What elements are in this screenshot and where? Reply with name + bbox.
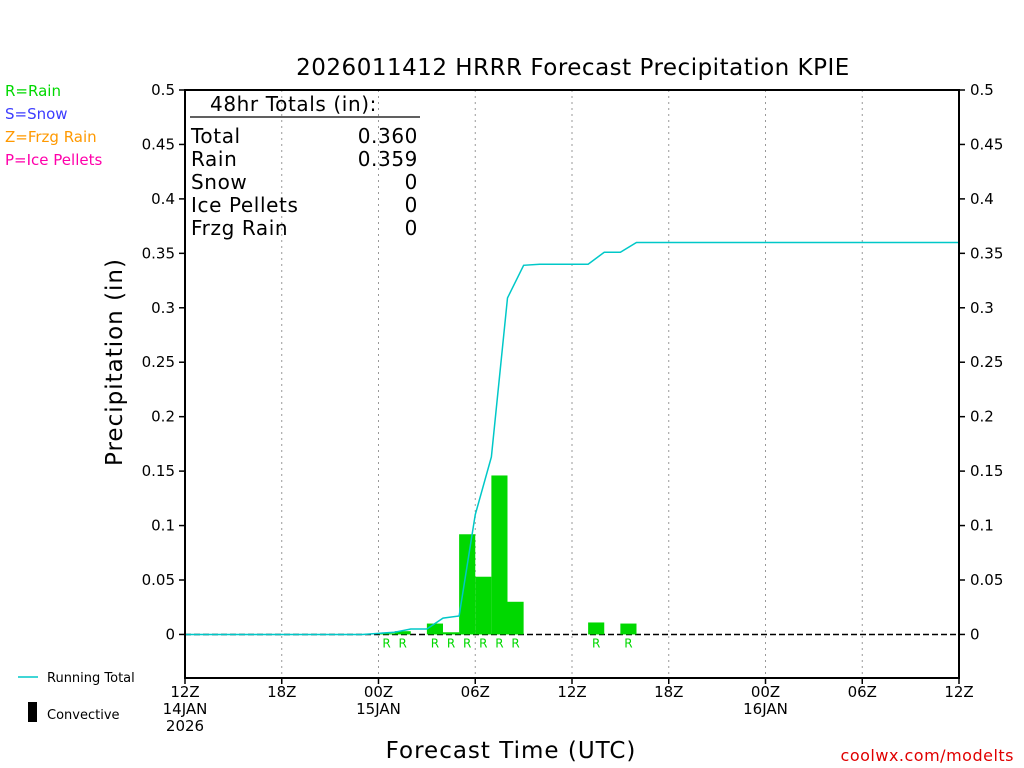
y-tick-label-right: 0.45 [970,135,1003,153]
precip-bar [459,534,476,635]
totals-row-label: Frzg Rain [191,216,288,240]
totals-row-value: 0.360 [358,124,418,148]
precip-bar [394,631,411,635]
y-tick-label-right: 0.15 [970,462,1003,480]
y-tick-label-right: 0.4 [970,190,994,208]
totals-row-label: Snow [191,170,247,194]
y-tick-label: 0.3 [151,299,175,317]
precip-type-legend-item: R=Rain [5,82,61,100]
totals-row-value: 0.359 [358,147,418,171]
totals-box: 48hr Totals (in): Total 0.360 Rain 0.359 Sno… [190,92,420,240]
precip-bar [620,623,637,635]
precip-type-label: R [495,636,503,650]
precip-type-legend-item: P=Ice Pellets [5,151,102,169]
precip-type-label: R [399,636,407,650]
precip-bar [507,601,524,635]
y-axis-left: 0 0.05 0.1 0.15 0.2 0.25 0.3 0.35 0.4 0.45 0.5 [142,81,185,643]
y-tick-label: 0.1 [151,517,175,535]
precip-type-legend: R=Rain S=Snow Z=Frzg Rain P=Ice Pellets [5,82,102,169]
precip-type-label: R [479,636,487,650]
x-tick-label: 00Z [364,683,393,701]
totals-row-label: Ice Pellets [191,193,299,217]
precip-type-label: R [382,636,390,650]
totals-header: 48hr Totals (in): [210,92,377,116]
totals-row-label: Total [190,124,241,148]
precip-bar [378,633,395,635]
y-tick-label: 0.35 [142,244,175,262]
precip-type-label: R [447,636,455,650]
running-total-legend-label: Running Total [47,671,135,686]
precip-type-legend-item: S=Snow [5,105,68,123]
totals-row-label: Rain [191,147,237,171]
convective-legend-label: Convective [47,708,120,723]
y-tick-label-right: 0.05 [970,571,1003,589]
y-tick-label: 0.45 [142,135,175,153]
gridlines [281,90,863,678]
y-tick-label: 0.2 [151,408,175,426]
credit-text: coolwx.com/modelts [841,746,1014,765]
y-tick-label-right: 0.1 [970,517,994,535]
y-tick-label-right: 0 [970,625,980,643]
totals-row-value: 0 [405,170,418,194]
y-tick-label: 0.5 [151,81,175,99]
totals-row-value: 0 [405,193,418,217]
precip-bar [443,632,460,635]
y-tick-label-right: 0.5 [970,81,994,99]
precip-type-label: R [624,636,632,650]
x-tick-label: 15JAN [356,700,401,718]
y-tick-label-right: 0.2 [970,408,994,426]
y-tick-label: 0.25 [142,353,175,371]
x-axis-title: Forecast Time (UTC) [386,738,637,764]
x-tick-label: 12Z [170,683,199,701]
totals-row-value: 0 [405,216,418,240]
convective-swatch [28,702,37,722]
x-tick-label: 16JAN [743,700,788,718]
x-tick-label: 00Z [751,683,780,701]
precip-bars [378,475,637,635]
precip-type-label: R [463,636,471,650]
x-tick-label: 12Z [557,683,586,701]
precip-bar [475,576,492,635]
y-tick-label: 0.4 [151,190,175,208]
precip-type-legend-item: Z=Frzg Rain [5,128,97,146]
totals-rows: Total 0.360 Rain 0.359 Snow 0 Ice Pellets 0 Frzg… [190,124,418,240]
y-tick-label-right: 0.25 [970,353,1003,371]
x-tick-label: 06Z [461,683,490,701]
chart-title: 2026011412 HRRR Forecast Precipitation K… [296,55,850,81]
bottom-legend: Running Total Convective [18,671,135,723]
y-tick-label-right: 0.35 [970,244,1003,262]
precip-bar [426,623,443,635]
precip-type-label: R [511,636,519,650]
precip-bar [491,475,508,635]
x-tick-label: 18Z [267,683,296,701]
x-tick-label: 06Z [848,683,877,701]
precip-bar [588,622,605,635]
x-tick-label: 2026 [166,717,204,735]
x-tick-label: 18Z [654,683,683,701]
y-tick-label: 0.15 [142,462,175,480]
y-axis-right: 0 0.05 0.1 0.15 0.2 0.25 0.3 0.35 0.4 0.45 0.5 [959,81,1003,643]
y-axis-title: Precipitation (in) [102,258,128,466]
x-tick-label: 14JAN [163,700,208,718]
x-tick-label: 12Z [944,683,973,701]
y-tick-label: 0.05 [142,571,175,589]
precip-type-label: R [592,636,600,650]
running-total-line [185,241,959,636]
y-tick-label-right: 0.3 [970,299,994,317]
precip-type-label: R [431,636,439,650]
y-tick-label: 0 [165,625,175,643]
